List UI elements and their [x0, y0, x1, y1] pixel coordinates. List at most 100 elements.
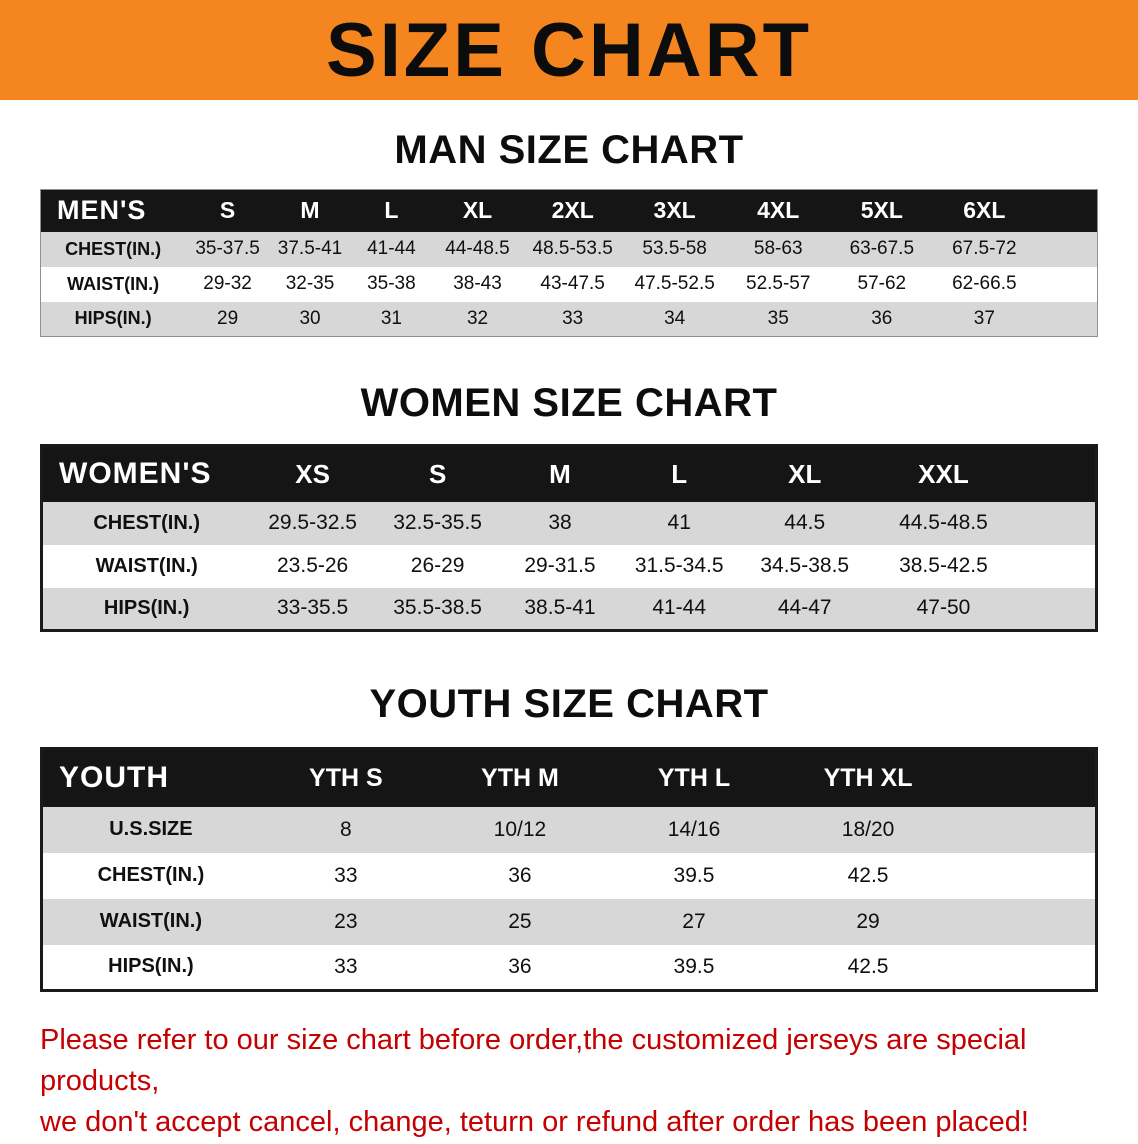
value-cell: 44-48.5	[445, 238, 510, 259]
size-header-cell: S	[219, 197, 236, 224]
value-cell: 41-44	[652, 596, 707, 620]
women-size-table: WOMEN'S XS S M L XL XXL CHEST(IN.) 29.5-32.5 32.5…	[40, 444, 1098, 632]
filler-cell	[955, 899, 1096, 945]
value-cell: 10/12	[493, 817, 547, 841]
measurement-row: WAIST(IN.) 23 25 27 29	[41, 898, 1097, 945]
value-cell: 29-31.5	[524, 554, 596, 577]
filler-cell	[1016, 545, 1096, 588]
banner-title: SIZE CHART	[326, 7, 812, 93]
value-cell: 31	[380, 307, 402, 329]
men-section-heading: MAN SIZE CHART	[394, 128, 744, 172]
measurement-row: WAIST(IN.) 29-32 32-35 35-38 38-43 43-47.5 47.…	[40, 266, 1098, 302]
value-cell: 38-43	[453, 273, 502, 294]
filler-cell	[1016, 502, 1096, 545]
size-header-cell: L	[384, 197, 399, 224]
value-cell: 34	[664, 307, 686, 329]
value-cell: 48.5-53.5	[532, 238, 613, 259]
table-title-cell: YOUTH	[59, 761, 169, 795]
value-cell: 43-47.5	[540, 273, 605, 294]
filler-cell	[955, 945, 1096, 991]
men-size-table: MEN'S S M L XL 2XL 3XL 4XL 5XL 6XL CHEST(IN.) 35-37…	[40, 189, 1098, 337]
value-cell: 35-38	[367, 273, 416, 294]
value-cell: 58-63	[753, 238, 803, 259]
size-header-cell: YTH XL	[823, 763, 913, 792]
value-cell: 47-50	[916, 596, 971, 620]
size-header-cell: M	[300, 197, 320, 224]
value-cell: 8	[340, 817, 352, 841]
size-header-cell: 4XL	[757, 197, 800, 224]
measurement-row: HIPS(IN.) 33-35.5 35.5-38.5 38.5-41 41-44 44-…	[41, 587, 1097, 631]
value-cell: 42.5	[847, 954, 889, 978]
size-header-cell: 6XL	[963, 197, 1006, 224]
value-cell: 39.5	[673, 954, 715, 978]
measurement-row: HIPS(IN.) 29 30 31 32 33 34 35 36 37	[40, 301, 1098, 337]
value-cell: 33	[334, 954, 358, 978]
value-cell: 31.5-34.5	[634, 554, 724, 577]
size-header-cell: XXL	[918, 458, 969, 489]
value-cell: 44.5	[784, 511, 826, 534]
value-cell: 32-35	[285, 273, 335, 294]
value-cell: 29	[856, 909, 880, 933]
filler-cell	[955, 749, 1096, 807]
table-header-row: WOMEN'S XS S M L XL XXL	[41, 445, 1097, 502]
row-label-cell: WAIST(IN.)	[67, 273, 160, 294]
value-cell: 35	[767, 307, 789, 329]
value-cell: 35-37.5	[195, 238, 260, 259]
table-header-row: YOUTH YTH S YTH M YTH L YTH XL	[41, 748, 1097, 807]
value-cell: 41-44	[367, 238, 416, 259]
filler-cell	[955, 807, 1096, 853]
value-cell: 33	[334, 863, 358, 887]
value-cell: 26-29	[410, 554, 465, 577]
value-cell: 36	[508, 863, 532, 887]
value-cell: 36	[508, 954, 532, 978]
row-label-cell: CHEST(IN.)	[93, 511, 201, 534]
value-cell: 29-32	[203, 273, 252, 294]
value-cell: 29	[217, 307, 239, 329]
size-header-cell: YTH M	[481, 763, 559, 792]
value-cell: 63-67.5	[849, 238, 915, 259]
men-section: MAN SIZE CHART MEN'S S M L XL 2XL 3XL 4XL 5XL 6XL…	[0, 128, 1138, 337]
value-cell: 32.5-35.5	[393, 511, 482, 534]
value-cell: 38.5-42.5	[899, 554, 988, 577]
value-cell: 44.5-48.5	[899, 511, 988, 534]
value-cell: 32	[466, 307, 489, 329]
row-label-cell: CHEST(IN.)	[65, 238, 162, 259]
measurement-row: HIPS(IN.) 33 36 39.5 42.5	[41, 944, 1097, 991]
value-cell: 42.5	[847, 863, 889, 887]
value-cell: 39.5	[673, 863, 715, 887]
value-cell: 34.5-38.5	[760, 554, 850, 577]
value-cell: 25	[508, 909, 532, 933]
value-cell: 67.5-72	[952, 238, 1017, 259]
value-cell: 35.5-38.5	[393, 596, 482, 620]
measurement-row: U.S.SIZE 8 10/12 14/16 18/20	[41, 806, 1097, 853]
value-cell: 52.5-57	[746, 273, 811, 294]
women-section: WOMEN SIZE CHART WOMEN'S XS S M L XL XXL CHEST(…	[0, 381, 1138, 632]
value-cell: 37.5-41	[277, 238, 343, 259]
youth-section: YOUTH SIZE CHART YOUTH YTH S YTH M YTH L YTH…	[0, 682, 1138, 992]
value-cell: 30	[299, 307, 321, 329]
value-cell: 33	[562, 307, 584, 329]
youth-size-table: YOUTH YTH S YTH M YTH L YTH XL U.S.SIZE 8 10/12…	[40, 747, 1098, 992]
table-title-cell: MEN'S	[57, 195, 147, 226]
value-cell: 18/20	[841, 817, 895, 841]
value-cell: 14/16	[667, 817, 721, 841]
disclaimer-line-1: Please refer to our size chart before or…	[40, 1024, 1027, 1098]
disclaimer: Please refer to our size chart before or…	[40, 1020, 1098, 1144]
row-label-cell: HIPS(IN.)	[103, 596, 190, 619]
size-header-cell: XS	[295, 458, 330, 489]
value-cell: 23.5-26	[277, 554, 349, 577]
youth-section-heading: YOUTH SIZE CHART	[369, 682, 769, 726]
value-cell: 23	[334, 909, 358, 933]
filler-cell	[1035, 232, 1097, 267]
filler-cell	[1035, 302, 1097, 337]
measurement-row: CHEST(IN.) 29.5-32.5 32.5-35.5 38 41 44.5 44.5…	[41, 501, 1097, 545]
value-cell: 53.5-58	[642, 238, 707, 259]
size-header-cell: 2XL	[551, 197, 594, 224]
size-header-cell: L	[671, 458, 688, 489]
women-section-heading: WOMEN SIZE CHART	[360, 381, 778, 425]
filler-cell	[1016, 588, 1096, 631]
row-label-cell: HIPS(IN.)	[108, 955, 194, 978]
value-cell: 36	[871, 307, 893, 329]
row-label-cell: CHEST(IN.)	[97, 864, 205, 886]
measurement-row: CHEST(IN.) 35-37.5 37.5-41 41-44 44-48.5 48.5…	[40, 231, 1098, 267]
